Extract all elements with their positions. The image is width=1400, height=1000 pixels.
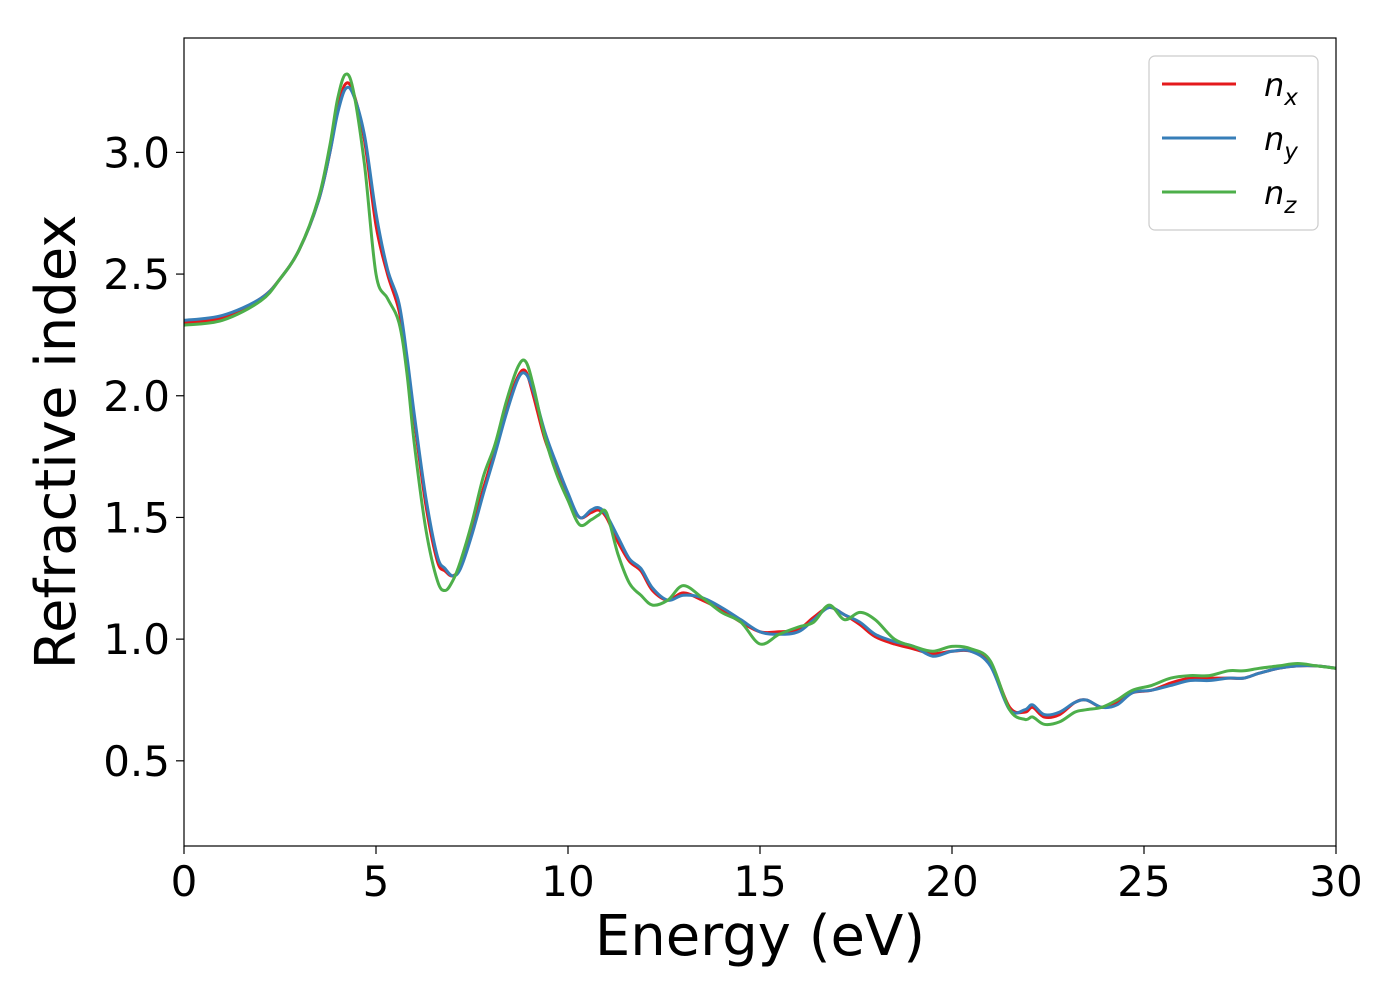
x-axis: 0 5 10 15 20 25 30 [171, 846, 1363, 906]
x-tick-label: 5 [363, 857, 390, 906]
y-tick-label: 0.5 [103, 737, 170, 786]
y-tick-label: 2.0 [103, 372, 170, 421]
legend-label-nx: nx [1264, 66, 1298, 111]
y-axis: 0.5 1.0 1.5 2.0 2.5 3.0 [103, 128, 184, 786]
legend: nx ny nz [1148, 55, 1319, 231]
x-tick-label: 25 [1117, 857, 1170, 906]
y-tick-label: 2.5 [103, 250, 170, 299]
series-line-nz [184, 72, 1336, 727]
y-tick-label: 1.5 [103, 493, 170, 542]
legend-label-nz: nz [1264, 174, 1297, 219]
y-tick-label: 1.0 [103, 615, 170, 664]
y-tick-label: 3.0 [103, 128, 170, 177]
legend-label-ny: ny [1264, 120, 1298, 165]
x-tick-label: 20 [925, 857, 978, 906]
x-tick-label: 15 [733, 857, 786, 906]
x-axis-title: Energy (eV) [595, 904, 925, 969]
x-tick-label: 10 [541, 857, 594, 906]
y-axis-title: Refractive index [24, 215, 89, 670]
x-tick-label: 0 [171, 857, 198, 906]
x-tick-label: 30 [1309, 857, 1362, 906]
legend-box [1148, 55, 1319, 231]
series-layer [184, 72, 1336, 727]
